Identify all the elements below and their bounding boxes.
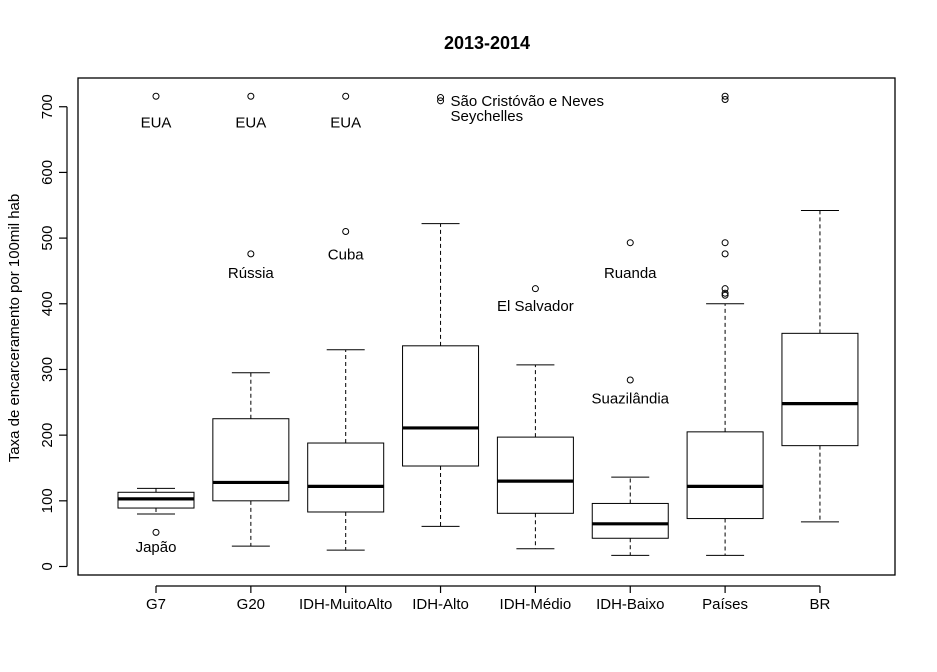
annotation-label: Suazilândia <box>591 390 669 407</box>
y-tick-label: 400 <box>39 291 56 316</box>
annotations-layer: EUA Japão EUA Rússia EUA Cuba São Cristóvão e … <box>136 93 670 556</box>
x-tick-label: BR <box>810 596 831 613</box>
annotation-label: São Cristóvão e Neves <box>451 93 604 110</box>
outlier-point <box>342 228 350 236</box>
outlier-point <box>437 97 445 105</box>
y-tick-label: 200 <box>39 423 56 448</box>
box-group <box>686 92 764 556</box>
outlier-point <box>531 285 539 293</box>
x-tick-label: G7 <box>146 596 166 613</box>
box-group <box>591 239 669 556</box>
annotation-label: EUA <box>141 115 172 132</box>
x-tick-label: IDH-MuitoAlto <box>299 596 392 613</box>
annotation-label: Japão <box>136 539 177 556</box>
x-tick-label: IDH-Baixo <box>596 596 664 613</box>
box-group <box>212 92 290 547</box>
annotation-label: Rússia <box>228 265 275 282</box>
box-group <box>496 285 574 550</box>
y-tick-label: 300 <box>39 357 56 382</box>
y-tick-label: 500 <box>39 226 56 251</box>
x-tick-label: Países <box>702 596 748 613</box>
y-tick-label: 600 <box>39 160 56 185</box>
box <box>496 436 574 514</box>
outlier-point <box>721 285 729 293</box>
outlier-point <box>152 528 160 536</box>
outlier-point <box>437 94 445 102</box>
boxes-layer <box>117 92 859 556</box>
outlier-point <box>247 92 255 100</box>
outlier-point <box>721 289 729 297</box>
box-group <box>402 94 480 527</box>
y-axis: 0 100 200 300 400 500 600 700 <box>39 94 68 571</box>
outlier-point <box>247 250 255 258</box>
annotation-label: EUA <box>235 115 266 132</box>
outlier-point <box>342 92 350 100</box>
outlier-point <box>721 239 729 247</box>
annotation-label: Cuba <box>328 247 365 264</box>
box-group <box>117 92 195 536</box>
box <box>307 442 385 513</box>
y-tick-label: 100 <box>39 488 56 513</box>
outlier-point <box>721 291 729 299</box>
x-tick-label: IDH-Alto <box>412 596 469 613</box>
box <box>591 502 669 539</box>
box <box>686 431 764 520</box>
box <box>212 418 290 502</box>
box <box>402 345 480 467</box>
y-axis-label: Taxa de encarceramento por 100mil hab <box>6 194 23 463</box>
annotation-label: EUA <box>330 115 361 132</box>
chart-title: 2013-2014 <box>444 33 530 53</box>
outlier-point <box>626 376 634 384</box>
box <box>781 332 859 447</box>
x-axis: G7 G20 IDH-MuitoAlto IDH-Alto IDH-Médio IDH-B… <box>146 585 831 613</box>
y-tick-label: 700 <box>39 94 56 119</box>
x-tick-label: IDH-Médio <box>500 596 572 613</box>
outlier-point <box>152 92 160 100</box>
annotation-label: Seychelles <box>451 108 524 125</box>
box-group <box>781 210 859 523</box>
plot-frame <box>77 77 896 576</box>
outlier-point <box>721 250 729 258</box>
outlier-point <box>721 92 729 100</box>
outlier-point <box>721 96 729 104</box>
annotation-label: Ruanda <box>604 265 657 282</box>
x-tick-label: G20 <box>237 596 265 613</box>
y-tick-label: 0 <box>39 562 56 570</box>
annotation-label: El Salvador <box>497 298 574 315</box>
box-group <box>307 92 385 551</box>
outlier-point <box>626 239 634 247</box>
